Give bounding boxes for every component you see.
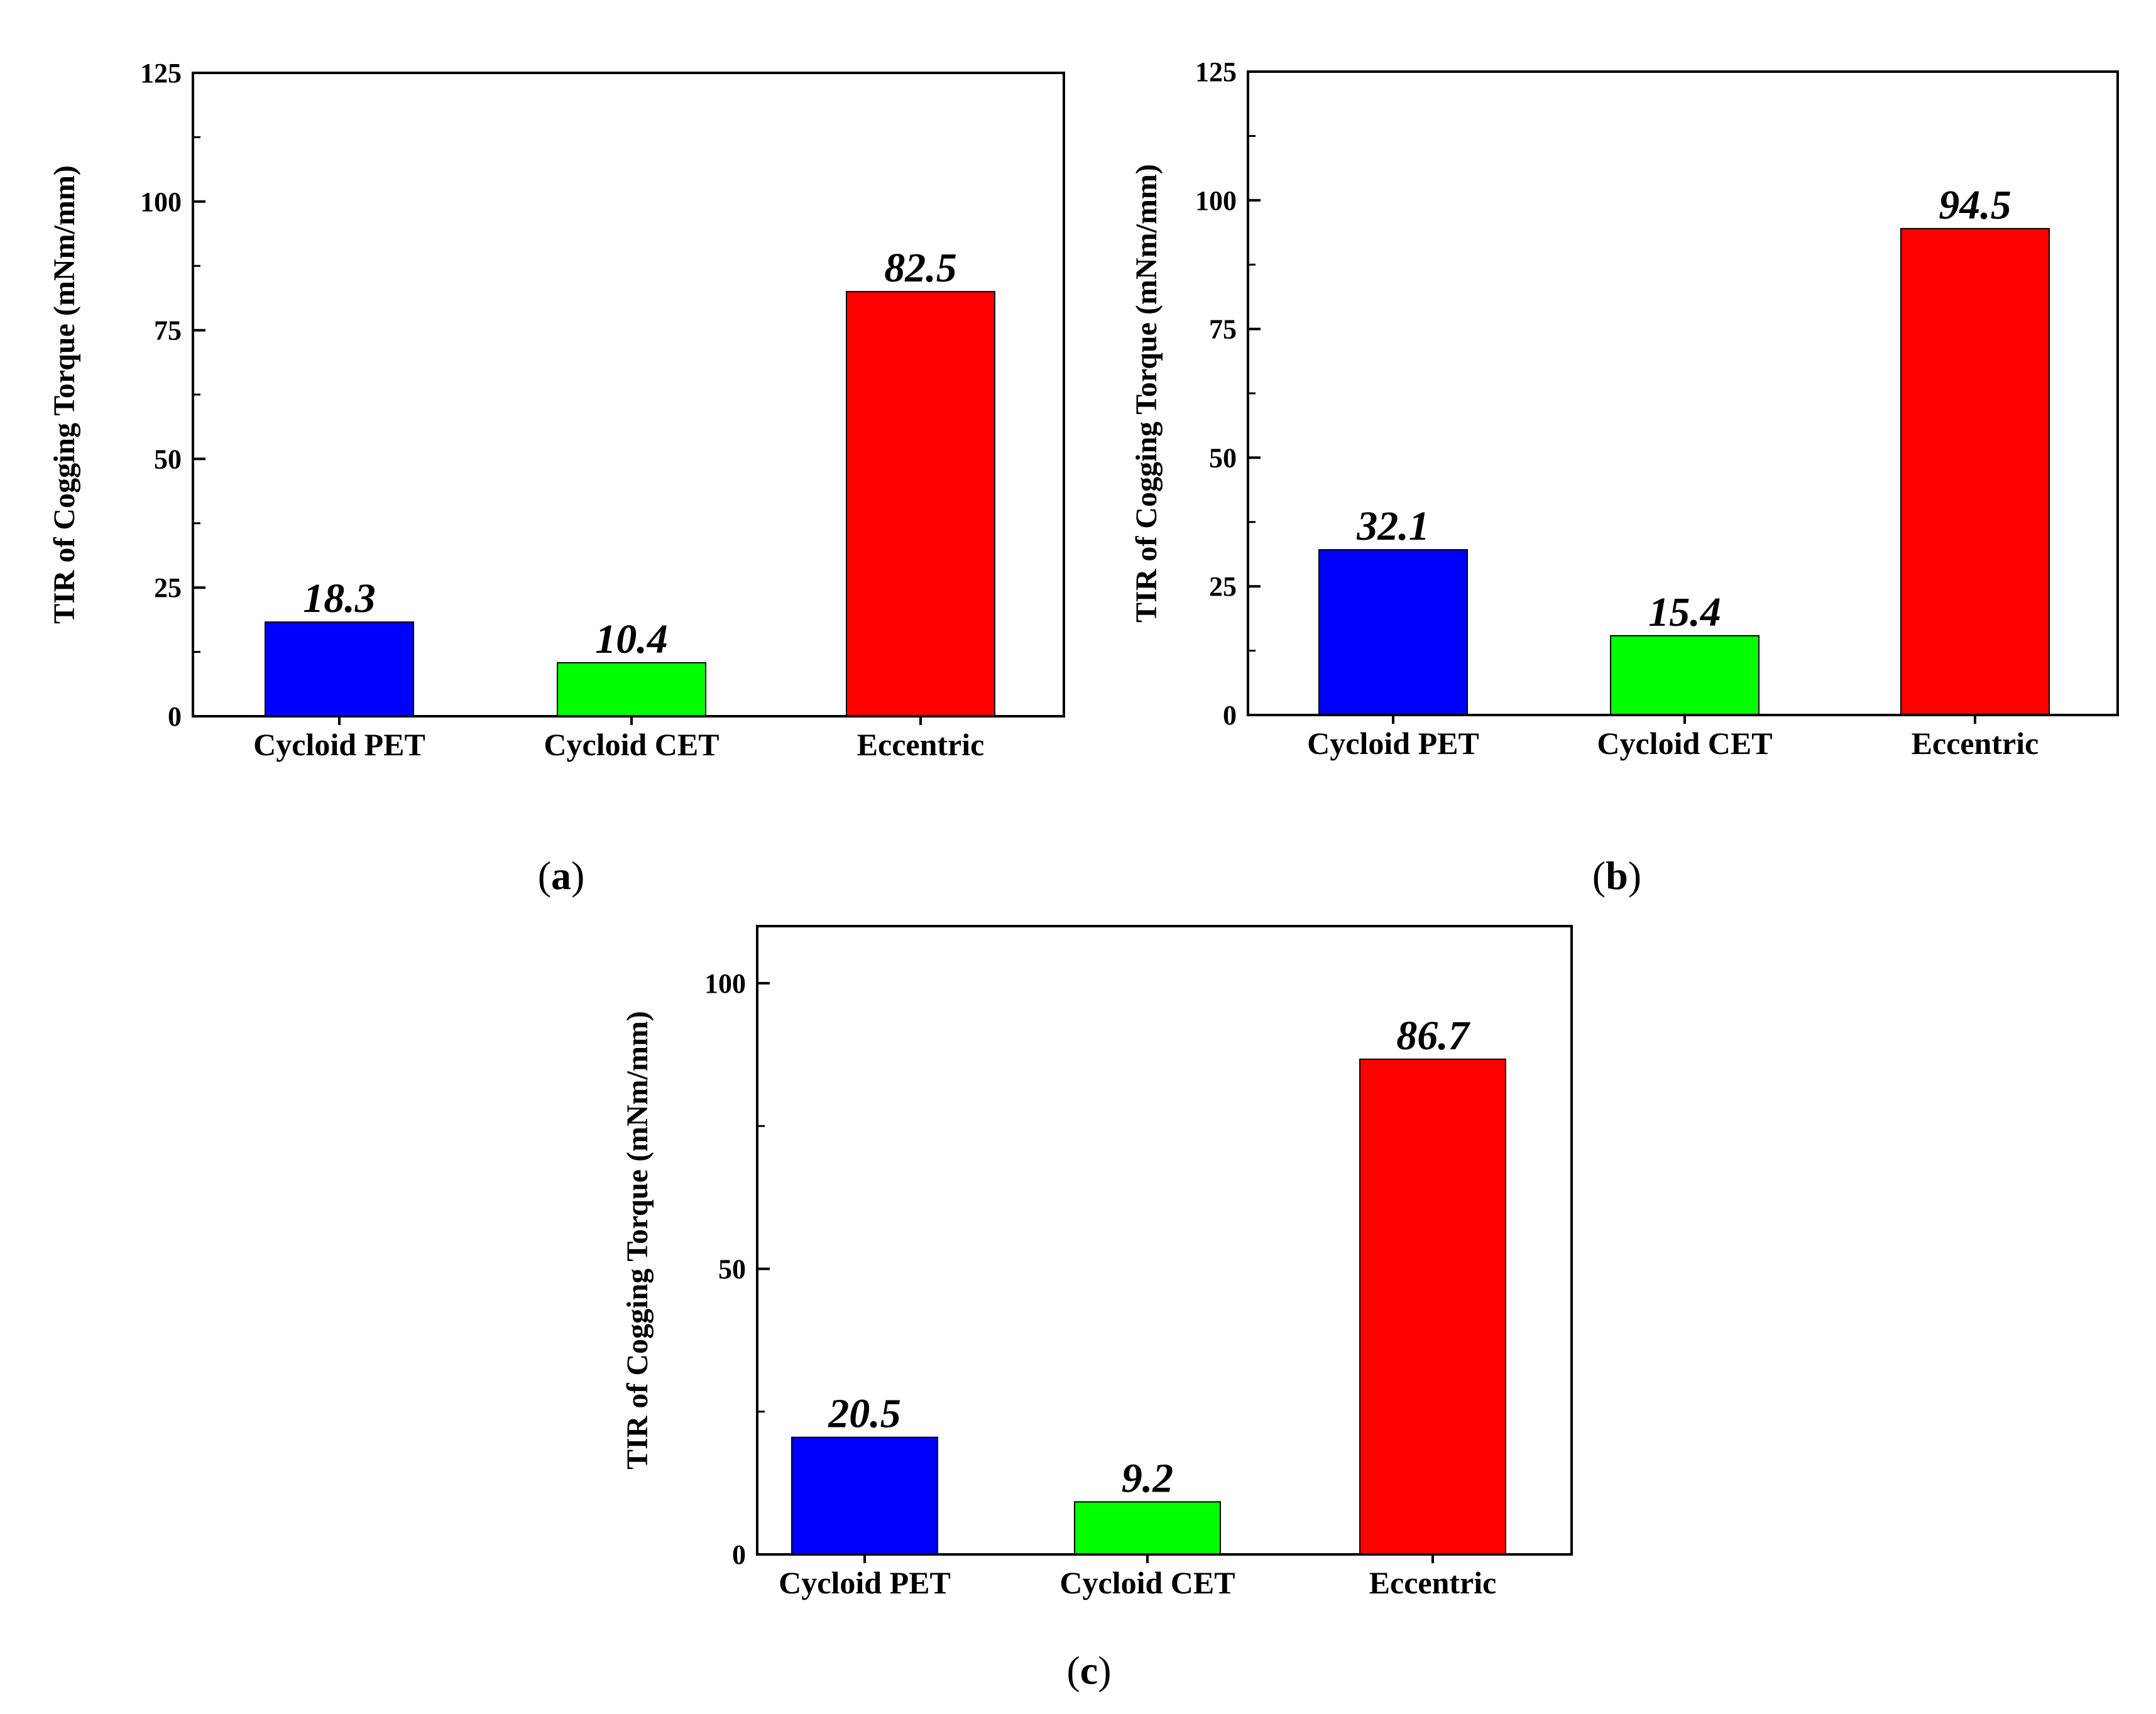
y-tick-label-c-0: 0: [732, 1539, 746, 1570]
chart-panel-b: 32.1 15.4 94.5 0 25 50 75 100 125 Cycloid PET Cycl…: [1130, 57, 2119, 898]
y-tick-label-a-0: 0: [168, 701, 182, 732]
bar-c-1: [791, 1436, 938, 1556]
panel-caption-b: (b): [1592, 853, 1641, 898]
bar-c-2: [1074, 1501, 1221, 1555]
y-tick-label-a-3: 75: [154, 315, 182, 346]
data-label-b-3: 94.5: [1939, 182, 2011, 228]
category-label-a-2: Cycloid CET: [544, 727, 719, 762]
y-tick-label-b-3: 75: [1209, 314, 1237, 345]
panel-caption-a: (a): [538, 853, 585, 898]
y-tick-label-b-2: 50: [1209, 442, 1237, 473]
y-tick-label-c-2: 100: [704, 968, 746, 999]
category-label-a-1: Cycloid PET: [253, 727, 425, 762]
y-tick-label-c-1: 50: [718, 1253, 746, 1284]
bar-c-3: [1359, 1058, 1506, 1556]
data-label-b-2: 15.4: [1648, 589, 1721, 635]
data-label-c-1: 20.5: [828, 1391, 901, 1437]
data-label-b-1: 32.1: [1356, 503, 1430, 549]
category-label-b-2: Cycloid CET: [1597, 726, 1772, 761]
category-label-b-1: Cycloid PET: [1307, 726, 1479, 761]
category-label-c-2: Cycloid CET: [1059, 1565, 1235, 1600]
y-tick-label-a-1: 25: [154, 572, 182, 603]
bar-a-3: [846, 291, 995, 718]
category-label-c-1: Cycloid PET: [779, 1565, 951, 1600]
category-label-a-3: Eccentric: [857, 727, 985, 762]
y-tick-label-a-5: 125: [140, 58, 182, 89]
data-label-c-2: 9.2: [1122, 1455, 1174, 1501]
data-label-a-3: 82.5: [884, 245, 957, 291]
chart-panel-a: 18.3 10.4 82.5 0 25 50 75 100 125 Cycloid PET Cycl…: [48, 58, 1065, 898]
y-tick-label-b-4: 100: [1195, 185, 1237, 216]
bar-a-2: [557, 662, 706, 718]
category-label-c-3: Eccentric: [1369, 1565, 1497, 1600]
bar-b-2: [1610, 635, 1759, 716]
data-label-a-2: 10.4: [595, 616, 668, 662]
y-axis-title-b: TIR of Cogging Torque (mNm/mm): [1130, 164, 1163, 623]
category-label-b-3: Eccentric: [1912, 726, 2039, 761]
chart-panel-c: 20.5 9.2 86.7 0 50 100 Cycloid PET Cycloid CET E…: [621, 925, 1573, 1693]
panel-caption-c: (c): [1066, 1648, 1111, 1693]
data-label-c-3: 86.7: [1396, 1013, 1471, 1059]
y-tick-label-b-5: 125: [1195, 57, 1237, 87]
y-axis-title-c: TIR of Cogging Torque (mNm/mm): [621, 1011, 654, 1470]
plot-frame-c: [756, 925, 1573, 1556]
data-label-a-1: 18.3: [303, 576, 376, 621]
bar-a-1: [265, 621, 414, 718]
y-tick-label-b-0: 0: [1223, 700, 1237, 731]
y-tick-label-b-1: 25: [1209, 571, 1237, 602]
y-axis-title-a: TIR of Cogging Torque (mNm/mm): [48, 165, 81, 624]
y-tick-label-a-2: 50: [154, 444, 182, 474]
y-tick-label-a-4: 100: [140, 187, 182, 217]
bar-b-1: [1318, 549, 1468, 716]
bar-b-3: [1900, 227, 2050, 716]
